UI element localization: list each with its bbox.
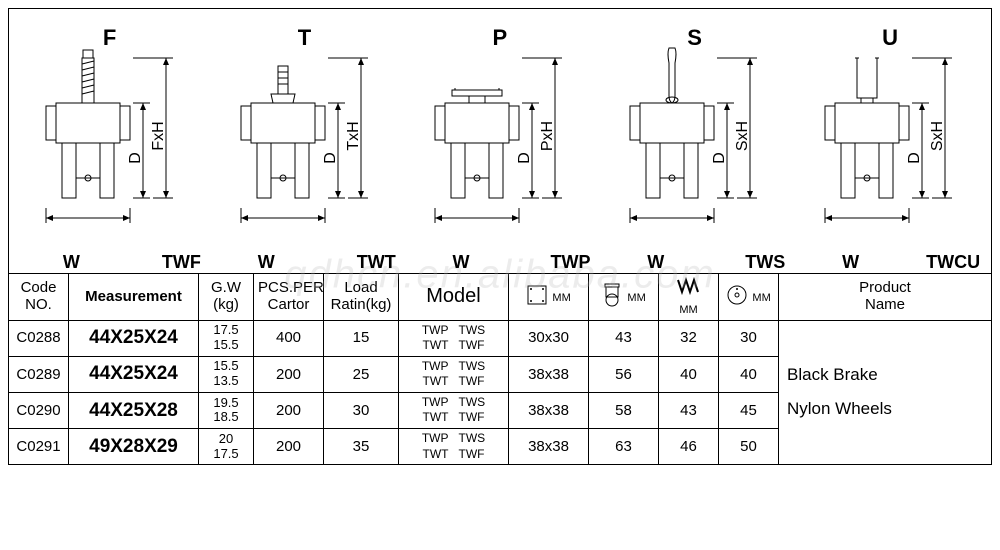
svg-text:D: D [906, 152, 923, 164]
cell-measurement: 49X28X29 [69, 429, 199, 465]
cell-mm3: 32 [659, 320, 719, 356]
diagram-code: TWP [550, 252, 590, 273]
cell-code: C0290 [9, 392, 69, 428]
svg-text:D: D [127, 152, 144, 164]
cell-mm4: 50 [719, 429, 779, 465]
diagram-code: TWT [357, 252, 396, 273]
cell-mm2: 43 [589, 320, 659, 356]
svg-text:TxH: TxH [345, 121, 362, 150]
wheel-icon [726, 284, 748, 310]
cell-mm1: 30x30 [509, 320, 589, 356]
header-load: LoadRatin(kg) [324, 274, 399, 321]
svg-text:FxH: FxH [150, 121, 167, 150]
cell-load: 30 [324, 392, 399, 428]
table-row: C028844X25X2417.515.540015TWP TWSTWT TWF… [9, 320, 992, 356]
cell-pcs: 200 [254, 429, 324, 465]
cell-code: C0289 [9, 356, 69, 392]
cell-mm3: 40 [659, 356, 719, 392]
cell-pcs: 400 [254, 320, 324, 356]
cell-measurement: 44X25X28 [69, 392, 199, 428]
caster-icon [601, 283, 623, 311]
cell-model: TWP TWSTWT TWF [399, 356, 509, 392]
cell-code: C0291 [9, 429, 69, 465]
header-pcs: PCS.PERCartor [254, 274, 324, 321]
cell-mm2: 58 [589, 392, 659, 428]
cell-mm4: 30 [719, 320, 779, 356]
cell-model: TWP TWSTWT TWF [399, 429, 509, 465]
svg-text:D: D [322, 152, 339, 164]
cell-mm2: 56 [589, 356, 659, 392]
cell-mm1: 38x38 [509, 429, 589, 465]
cell-gw: 15.513.5 [199, 356, 254, 392]
cell-measurement: 44X25X24 [69, 320, 199, 356]
diagram-T: TDTxHWTWT [213, 23, 398, 273]
w-dimension-label: W [63, 252, 80, 273]
cell-model: TWP TWSTWT TWF [399, 320, 509, 356]
cell-load: 25 [324, 356, 399, 392]
product-name-cell: Black BrakeNylon Wheels [779, 320, 992, 465]
cell-mm2: 63 [589, 429, 659, 465]
header-mm4: MM [719, 274, 779, 321]
svg-text:D: D [711, 152, 728, 164]
diagram-U: UDSxHWTWCU [797, 23, 982, 273]
wave-icon [676, 276, 702, 300]
w-dimension-label: W [452, 252, 469, 273]
diagram-code: TWS [745, 252, 785, 273]
spec-table: CodeNO. Measurement G.W(kg) PCS.PERCarto… [8, 273, 992, 465]
cell-mm3: 46 [659, 429, 719, 465]
caster-drawing: D TxH [213, 43, 398, 253]
diagram-P: PDPxHWTWP [407, 23, 592, 273]
mm-label-4: MM [752, 292, 770, 304]
w-dimension-label: W [842, 252, 859, 273]
cell-mm3: 43 [659, 392, 719, 428]
diagram-code: TWCU [926, 252, 980, 273]
cell-load: 15 [324, 320, 399, 356]
svg-text:SxH: SxH [929, 121, 946, 151]
header-gw: G.W(kg) [199, 274, 254, 321]
svg-text:PxH: PxH [539, 121, 556, 151]
header-mm1: MM [509, 274, 589, 321]
header-product-name: ProductName [779, 274, 992, 321]
caster-drawing: D SxH [602, 43, 787, 253]
w-dimension-label: W [258, 252, 275, 273]
svg-text:D: D [516, 152, 533, 164]
diagram-code: TWF [162, 252, 201, 273]
mm-label-1: MM [552, 292, 570, 304]
header-mm3: MM [659, 274, 719, 321]
diagram-F: FDFxHWTWF [18, 23, 203, 273]
caster-drawing: D PxH [407, 43, 592, 253]
cell-mm4: 40 [719, 356, 779, 392]
table-header-row: CodeNO. Measurement G.W(kg) PCS.PERCarto… [9, 274, 992, 321]
cell-mm1: 38x38 [509, 392, 589, 428]
cell-pcs: 200 [254, 356, 324, 392]
header-mm2: MM [589, 274, 659, 321]
header-measurement: Measurement [69, 274, 199, 321]
mm-label-3: MM [679, 304, 697, 316]
svg-text:SxH: SxH [734, 121, 751, 151]
cell-gw: 17.515.5 [199, 320, 254, 356]
cell-pcs: 200 [254, 392, 324, 428]
cell-mm1: 38x38 [509, 356, 589, 392]
cell-model: TWP TWSTWT TWF [399, 392, 509, 428]
cell-measurement: 44X25X24 [69, 356, 199, 392]
table-body: C028844X25X2417.515.540015TWP TWSTWT TWF… [9, 320, 992, 465]
cell-code: C0288 [9, 320, 69, 356]
cell-mm4: 45 [719, 392, 779, 428]
diagrams-row: FDFxHWTWFTDTxHWTWTPDPxHWTWPSDSxHWTWSUDSx… [8, 8, 992, 273]
mm-label-2: MM [627, 292, 645, 304]
cell-load: 35 [324, 429, 399, 465]
caster-drawing: D FxH [18, 43, 203, 253]
header-model: Model [399, 274, 509, 321]
cell-gw: 19.518.5 [199, 392, 254, 428]
w-dimension-label: W [647, 252, 664, 273]
diagram-S: SDSxHWTWS [602, 23, 787, 273]
plate-icon [526, 284, 548, 310]
caster-drawing: D SxH [797, 43, 982, 253]
cell-gw: 2017.5 [199, 429, 254, 465]
header-code: CodeNO. [9, 274, 69, 321]
